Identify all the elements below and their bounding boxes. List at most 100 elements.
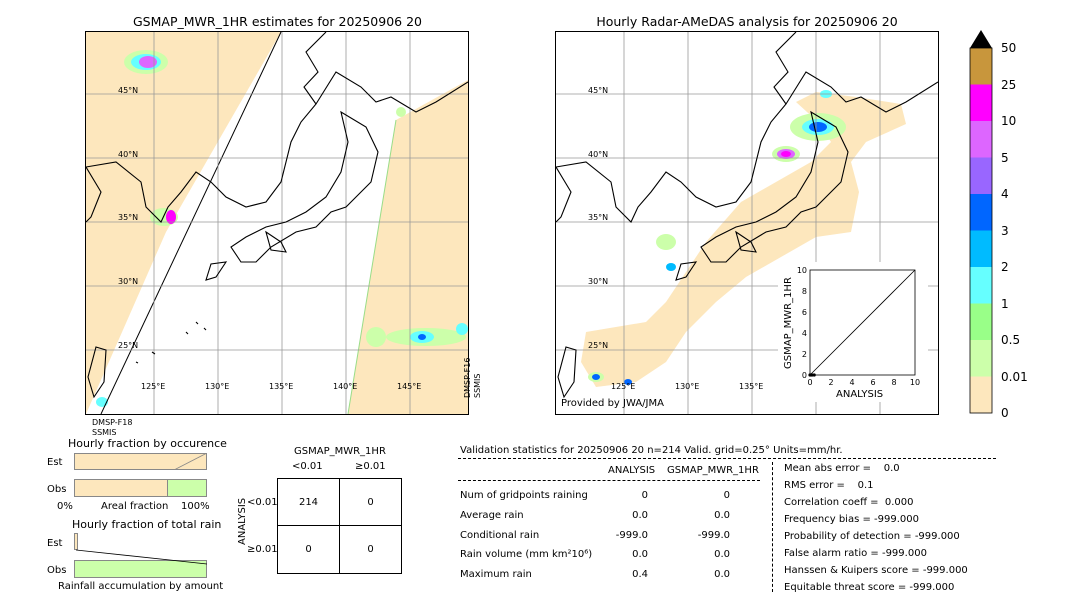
inset-ytick: 8 (802, 287, 807, 296)
score-line: Hanssen & Kuipers score = -999.000 (784, 565, 968, 576)
rain-blob (396, 107, 406, 117)
colorbar-tick-label: 1 (1001, 296, 1009, 311)
inset-xtick: 8 (891, 378, 896, 387)
rain-blob (656, 234, 676, 250)
contingency-value: 0 (367, 544, 374, 555)
sat-label-right: DMSP-F16 (463, 357, 472, 398)
inset-xtick: 10 (910, 378, 920, 387)
sat-label-right: SSMIS (473, 373, 482, 399)
inset-ytick: 0 (802, 371, 807, 380)
colorbar-tick-label: 0.5 (1001, 333, 1021, 347)
colorbar-frame (969, 47, 993, 414)
contingency-title: GSMAP_MWR_1HR (294, 446, 386, 457)
axis-left-label: 0% (57, 501, 73, 512)
colorbar-tick-label: 5 (1001, 150, 1009, 165)
colorbar-segment (970, 48, 992, 85)
colorbar-tick-label: 3 (1001, 223, 1009, 238)
left-swath-east (348, 80, 468, 414)
rain-blob (366, 327, 386, 347)
stat-gsmap: 0 (723, 490, 730, 501)
right-lat-label: 25°N (588, 341, 609, 350)
inset-xtick: 2 (828, 378, 833, 387)
score-line: Probability of detection = -999.000 (784, 531, 960, 542)
validation-header: Validation statistics for 20250906 20 n=… (460, 445, 843, 456)
contingency-cell: 0 (339, 478, 402, 526)
colorbar-tick-label: 2 (1001, 260, 1009, 274)
colorbar-segment (970, 267, 992, 304)
stat-label: Num of gridpoints raining (460, 490, 588, 501)
right-lat-label: 30°N (588, 277, 609, 286)
left-lat-label: 45°N (118, 86, 139, 95)
left-lat-label: 30°N (118, 277, 139, 286)
stat-gsmap: 0.0 (714, 510, 730, 521)
inset-point (812, 373, 816, 377)
occurrence-est-bar (74, 453, 207, 470)
colorbar-segment (970, 230, 992, 267)
stat-analysis: 0 (641, 490, 648, 501)
colorbar-tick-label: 10 (1001, 114, 1017, 128)
stat-gsmap: 0.0 (714, 549, 730, 560)
occurrence-obs-bar (74, 479, 168, 497)
colorbar-extend-arrow (970, 30, 992, 48)
inset-xtick: 4 (849, 378, 854, 387)
validation-divider (458, 480, 760, 481)
score-line: Frequency bias = -999.000 (784, 514, 919, 525)
colorbar-tick-label: 0 (1001, 406, 1009, 420)
total-est-bar (74, 533, 78, 550)
stat-gsmap: 0.0 (714, 569, 730, 580)
col-analysis-header: ANALYSIS (608, 465, 656, 476)
inset-xtick: 6 (870, 378, 875, 387)
left-lon-label: 140°E (333, 382, 358, 391)
fraction-occurrence-title: Hourly fraction by occurence (68, 437, 227, 450)
axis-right-label: 100% (181, 501, 210, 512)
colorbar (969, 30, 993, 414)
rain-blob (781, 151, 791, 157)
right-lon-label: 125°E (611, 382, 636, 391)
rain-blob (809, 122, 827, 132)
contingency-value: 0 (305, 544, 312, 555)
left-lon-label: 145°E (397, 382, 422, 391)
contingency-col2: ≥0.01 (355, 461, 386, 472)
right-map-title: Hourly Radar-AMeDAS analysis for 2025090… (596, 14, 898, 29)
inset-ytick: 10 (797, 266, 807, 275)
rain-blob (166, 210, 176, 224)
colorbar-segment (970, 121, 992, 158)
row-label-obs: Obs (47, 565, 67, 576)
colorbar-segment (970, 340, 992, 377)
rain-blob (624, 379, 632, 385)
stat-analysis: 0.0 (632, 510, 648, 521)
contingency-value: 214 (298, 496, 319, 508)
total-diagonal (75, 549, 207, 565)
stat-analysis: 0.4 (632, 569, 648, 580)
left-lat-label: 25°N (118, 341, 139, 350)
contingency-col1: <0.01 (292, 461, 323, 472)
sat-label-left: SSMIS (92, 428, 117, 437)
inset-xlabel: ANALYSIS (836, 389, 884, 400)
score-line: Mean abs error = 0.0 (784, 463, 900, 474)
right-lon-label: 135°E (739, 382, 764, 391)
colorbar-tick-label: 0.01 (1001, 369, 1028, 384)
inset-scatter-plot: 0 2 4 6 8 10 0 2 4 6 8 10 (797, 266, 920, 387)
contingency-cell: 214 (277, 478, 340, 526)
total-axis-label: Rainfall accumulation by amount (58, 581, 224, 592)
colorbar-segment (970, 194, 992, 231)
rain-blob (666, 263, 676, 271)
score-line: Equitable threat score = -999.000 (784, 582, 955, 593)
score-line: False alarm ratio = -999.000 (784, 548, 927, 559)
left-swath-west (86, 32, 281, 414)
validation-divider (458, 458, 996, 459)
total-obs-bar (74, 560, 207, 578)
col-gsmap-header: GSMAP_MWR_1HR (667, 465, 759, 476)
rain-blob (592, 374, 600, 380)
stat-analysis: -999.0 (615, 530, 648, 541)
row-label-obs: Obs (47, 484, 67, 495)
left-lon-label: 135°E (269, 382, 294, 391)
contingency-row2: ≥0.01 (247, 544, 278, 555)
colorbar-tick-label: 4 (1001, 187, 1009, 201)
stat-label: Rain volume (mm km²10⁶) (460, 549, 593, 560)
stat-analysis: 0.0 (632, 549, 648, 560)
rain-blob (139, 56, 157, 68)
left-map-title: GSMAP_MWR_1HR estimates for 20250906 20 (133, 14, 422, 29)
fraction-total-title: Hourly fraction of total rain (72, 518, 222, 531)
right-lon-label: 130°E (675, 382, 700, 391)
